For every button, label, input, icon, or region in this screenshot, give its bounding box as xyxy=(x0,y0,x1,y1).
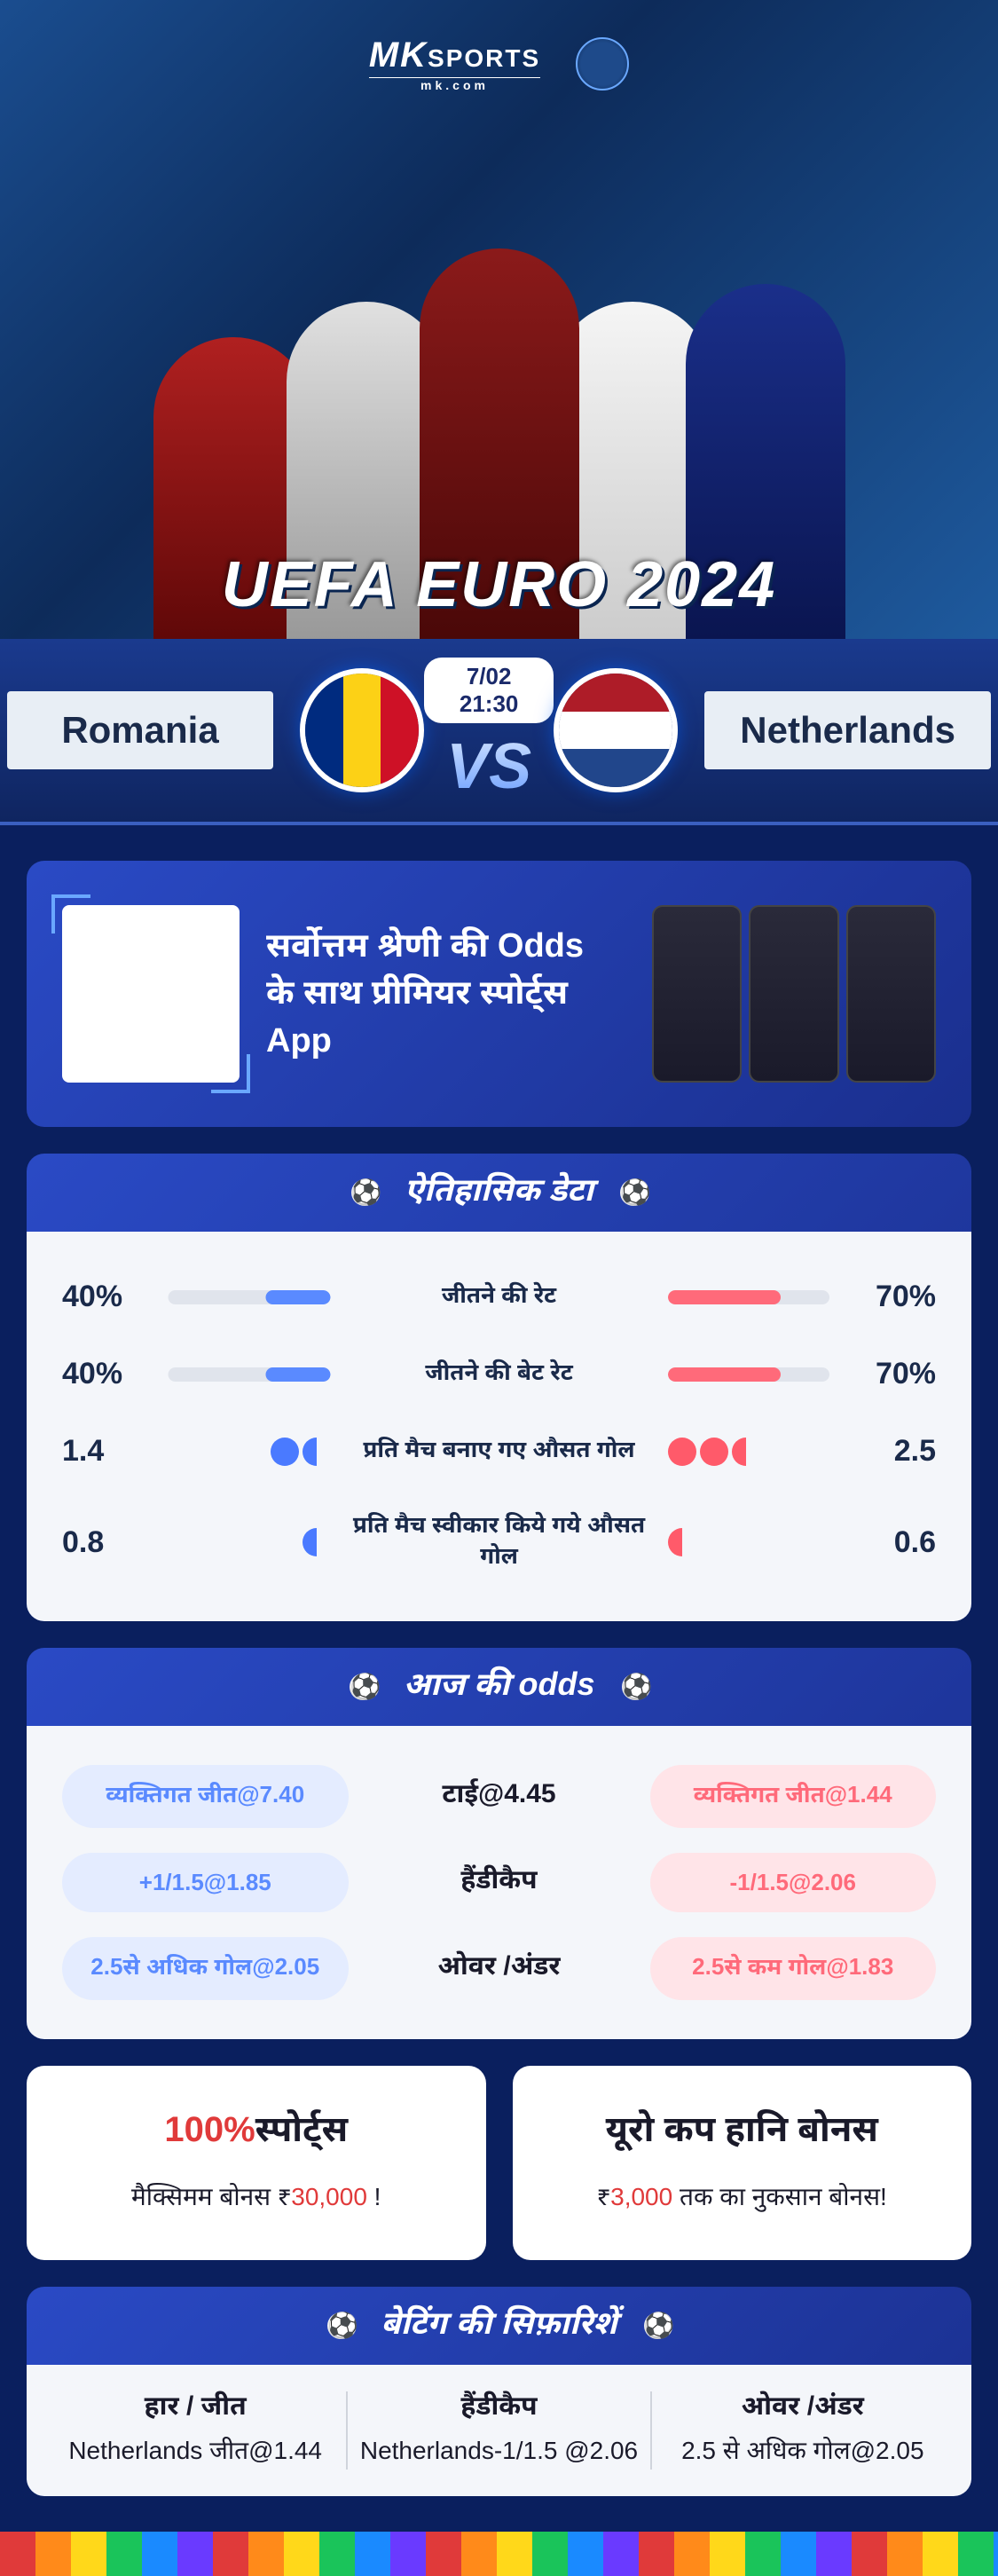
ball-icon xyxy=(350,1674,376,1700)
hist-label: प्रति मैच बनाए गए औसत गोल xyxy=(349,1436,650,1467)
hero-banner: MKSPORTS mk.com UEFA EURO 2024 xyxy=(0,0,998,639)
hist-label: प्रति मैच स्वीकार किये गये औसत गोल xyxy=(349,1511,650,1573)
reco-val: 2.5 से अधिक गोल@2.05 xyxy=(661,2437,945,2470)
reco-col[interactable]: हैंडीकैप Netherlands-1/1.5 @2.06 xyxy=(348,2391,651,2470)
team-a-side: Romania xyxy=(7,668,424,792)
reco-label: हैंडीकैप xyxy=(357,2391,640,2426)
reco-col[interactable]: हार / जीत Netherlands जीत@1.44 xyxy=(44,2391,348,2470)
club-badge-icon xyxy=(576,37,629,91)
netherlands-flag-icon xyxy=(554,668,678,792)
ball-icon xyxy=(622,1674,648,1700)
odds-left-pill[interactable]: +1/1.5@1.85 xyxy=(62,1853,349,1912)
hist-left-bar xyxy=(169,1290,331,1304)
odds-right-pill[interactable]: -1/1.5@2.06 xyxy=(650,1853,937,1912)
bonus1-accent: 100% xyxy=(164,2110,255,2149)
hist-left-val: 40% xyxy=(62,1280,151,1314)
team-b-side: Netherlands xyxy=(554,668,991,792)
odds-left-pill[interactable]: व्यक्तिगत जीत@7.40 xyxy=(62,1765,349,1828)
odds-row: व्यक्तिगत जीत@7.40 टाई@4.45 व्यक्तिगत जीत@… xyxy=(62,1753,936,1840)
reco-label: ओवर /अंडर xyxy=(661,2391,945,2426)
bonus1-rest: स्पोर्ट्स xyxy=(255,2110,348,2149)
promo-line2: के साथ प्रीमियर स्पोर्ट्स App xyxy=(266,970,625,1064)
reco-body: हार / जीत Netherlands जीत@1.44 हैंडीकैप Net… xyxy=(27,2365,971,2496)
brand-top: SPORTS xyxy=(428,44,540,72)
hist-left-val: 1.4 xyxy=(62,1434,151,1469)
history-body: 40% जीतने की रेट 70% 40% जीतने की बेट रेट 70%… xyxy=(27,1232,971,1621)
hist-left-val: 0.8 xyxy=(62,1525,151,1560)
reco-val: Netherlands जीत@1.44 xyxy=(53,2437,337,2470)
odds-mid-label: हैंडीकैप xyxy=(375,1865,624,1900)
bonus2-title: यूरो कप हानि बोनस xyxy=(539,2110,946,2156)
bonus-row: 100%स्पोर्ट्स मैक्सिमम बोनस ₹30,000 ! यू… xyxy=(27,2066,971,2260)
romania-flag-icon xyxy=(300,668,424,792)
history-row: 40% जीतने की रेट 70% xyxy=(62,1258,936,1335)
hist-right-goals xyxy=(668,1438,830,1466)
brand-sub: mk.com xyxy=(369,77,540,92)
reco-section: बेटिंग की सिफ़ारिशें हार / जीत Netherland… xyxy=(27,2287,971,2496)
hist-right-bar xyxy=(668,1290,830,1304)
match-bar: Romania 7/02 21:30 VS Netherlands xyxy=(0,639,998,825)
ball-icon xyxy=(644,2312,671,2339)
promo-line1: सर्वोत्तम श्रेणी की Odds xyxy=(266,923,625,970)
history-row: 1.4 प्रति मैच बनाए गए औसत गोल 2.5 xyxy=(62,1413,936,1490)
hist-right-val: 0.6 xyxy=(847,1525,936,1560)
vs-block: 7/02 21:30 VS xyxy=(424,658,554,803)
ball-icon xyxy=(327,2312,354,2339)
hist-right-bar xyxy=(668,1367,830,1382)
hist-right-val: 70% xyxy=(847,1357,936,1391)
odds-row: 2.5से अधिक गोल@2.05 ओवर /अंडर 2.5से कम गोल… xyxy=(62,1925,936,2013)
odds-right-pill[interactable]: 2.5से कम गोल@1.83 xyxy=(650,1937,937,2000)
brand-mk: MK xyxy=(369,35,428,75)
hist-left-bar xyxy=(169,1367,331,1382)
qr-code-icon[interactable] xyxy=(62,905,240,1083)
bonus-card-euro[interactable]: यूरो कप हानि बोनस ₹3,000 तक का नुकसान बो… xyxy=(513,2066,972,2260)
odds-body: व्यक्तिगत जीत@7.40 टाई@4.45 व्यक्तिगत जीत@… xyxy=(27,1726,971,2039)
hist-right-val: 2.5 xyxy=(847,1434,936,1469)
reco-label: हार / जीत xyxy=(53,2391,337,2426)
hist-label: जीतने की बेट रेट xyxy=(349,1359,650,1390)
history-row: 0.8 प्रति मैच स्वीकार किये गये औसत गोल 0.6 xyxy=(62,1490,936,1595)
team-a-name: Romania xyxy=(7,691,273,769)
footer-stripe xyxy=(0,2532,998,2576)
reco-val: Netherlands-1/1.5 @2.06 xyxy=(357,2437,640,2465)
match-datetime: 7/02 21:30 xyxy=(424,658,554,723)
promo-phones-icon xyxy=(652,905,936,1083)
odds-left-pill[interactable]: 2.5से अधिक गोल@2.05 xyxy=(62,1937,349,2000)
hist-left-goals xyxy=(169,1528,331,1556)
bonus2-sub: ₹3,000 तक का नुकसान बोनस! xyxy=(539,2183,946,2216)
brand-row: MKSPORTS mk.com xyxy=(369,35,629,92)
history-header: ऐतिहासिक डेटा xyxy=(27,1154,971,1232)
hist-right-val: 70% xyxy=(847,1280,936,1314)
hist-right-goals xyxy=(668,1528,830,1556)
hist-label: जीतने की रेट xyxy=(349,1281,650,1312)
odds-right-pill[interactable]: व्यक्तिगत जीत@1.44 xyxy=(650,1765,937,1828)
promo-card[interactable]: सर्वोत्तम श्रेणी की Odds के साथ प्रीमियर… xyxy=(27,861,971,1127)
bonus-card-sports[interactable]: 100%स्पोर्ट्स मैक्सिमम बोनस ₹30,000 ! xyxy=(27,2066,486,2260)
vs-label: VS xyxy=(424,730,554,803)
odds-row: +1/1.5@1.85 हैंडीकैप -1/1.5@2.06 xyxy=(62,1840,936,1925)
history-section: ऐतिहासिक डेटा 40% जीतने की रेट 70% 40% जीतने… xyxy=(27,1154,971,1621)
odds-mid-label: ओवर /अंडर xyxy=(375,1951,624,1986)
promo-text: सर्वोत्तम श्रेणी की Odds के साथ प्रीमियर… xyxy=(266,923,625,1065)
odds-mid-label: टाई@4.45 xyxy=(375,1779,624,1814)
odds-header: आज की odds xyxy=(27,1648,971,1726)
bonus1-sub: मैक्सिमम बोनस ₹30,000 ! xyxy=(53,2183,460,2216)
hist-left-val: 40% xyxy=(62,1357,151,1391)
bonus1-title: 100%स्पोर्ट्स xyxy=(53,2110,460,2156)
history-row: 40% जीतने की बेट रेट 70% xyxy=(62,1335,936,1413)
ball-icon xyxy=(620,1179,647,1206)
reco-title: बेटिंग की सिफ़ारिशें xyxy=(381,2304,617,2347)
odds-title: आज की odds xyxy=(403,1666,594,1708)
event-title: UEFA EURO 2024 xyxy=(222,548,777,621)
ball-icon xyxy=(351,1179,378,1206)
odds-section: आज की odds व्यक्तिगत जीत@7.40टाई@4.45व्य… xyxy=(27,1648,971,2039)
reco-col[interactable]: ओवर /अंडर 2.5 से अधिक गोल@2.05 xyxy=(652,2391,954,2470)
team-b-name: Netherlands xyxy=(704,691,991,769)
brand-logo: MKSPORTS mk.com xyxy=(369,35,540,92)
hist-left-goals xyxy=(169,1438,331,1466)
reco-header: बेटिंग की सिफ़ारिशें xyxy=(27,2287,971,2365)
history-title: ऐतिहासिक डेटा xyxy=(405,1171,593,1214)
